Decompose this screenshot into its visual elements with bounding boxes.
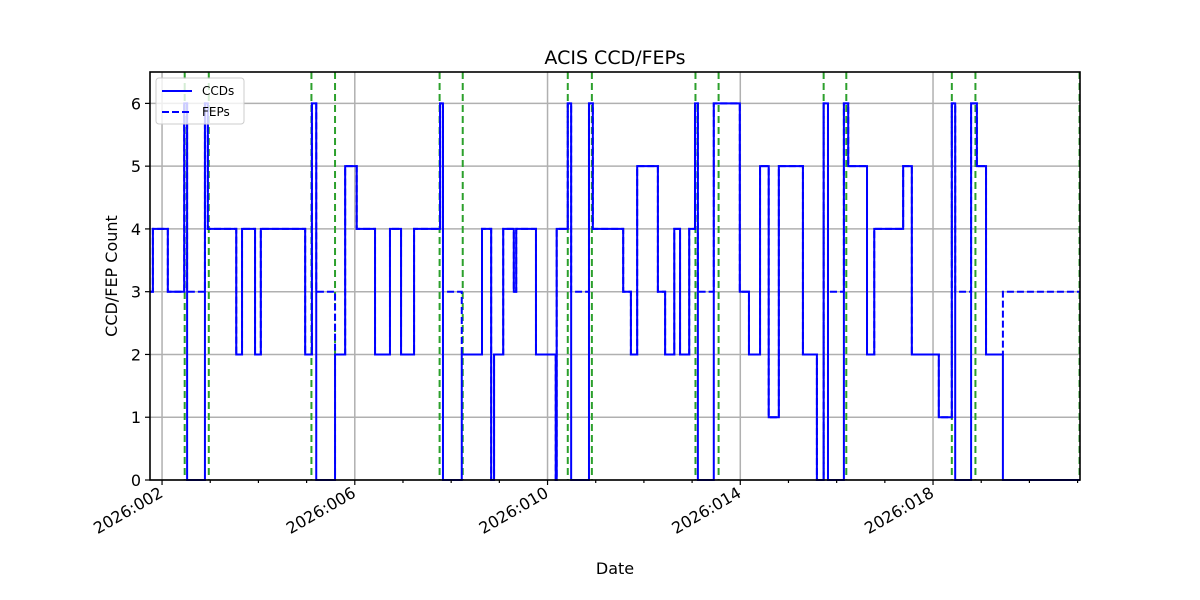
legend-ccds-label: CCDs (202, 84, 234, 98)
y-tick-label: 5 (131, 157, 141, 176)
legend: CCDs FEPs (155, 77, 245, 125)
y-axis-label: CCD/FEP Count (102, 215, 121, 337)
x-tick-label: 2026:006 (283, 483, 359, 538)
y-tick-label: 4 (131, 220, 141, 239)
vertical-markers (183, 72, 1081, 480)
grid (150, 72, 1080, 481)
x-tick-label: 2026:018 (861, 483, 937, 538)
x-axis-label: Date (596, 559, 634, 578)
y-tick-label: 0 (131, 471, 141, 490)
series (150, 102, 1080, 481)
x-tick-label: 2026:010 (476, 483, 552, 538)
y-tick-label: 3 (131, 283, 141, 302)
x-tick-label: 2026:014 (668, 483, 744, 538)
y-tick-label: 6 (131, 94, 141, 113)
y-axis: 0 1 2 3 4 5 6 (131, 94, 150, 490)
y-tick-label: 1 (131, 408, 141, 427)
chart-title: ACIS CCD/FEPs (544, 47, 685, 69)
x-axis: 2026:002 2026:006 2026:010 2026:014 2026:018 (90, 480, 1079, 538)
legend-feps-label: FEPs (202, 105, 230, 119)
plot-frame (149, 71, 1081, 481)
x-tick-label: 2026:002 (90, 483, 166, 538)
y-tick-label: 2 (131, 345, 141, 364)
